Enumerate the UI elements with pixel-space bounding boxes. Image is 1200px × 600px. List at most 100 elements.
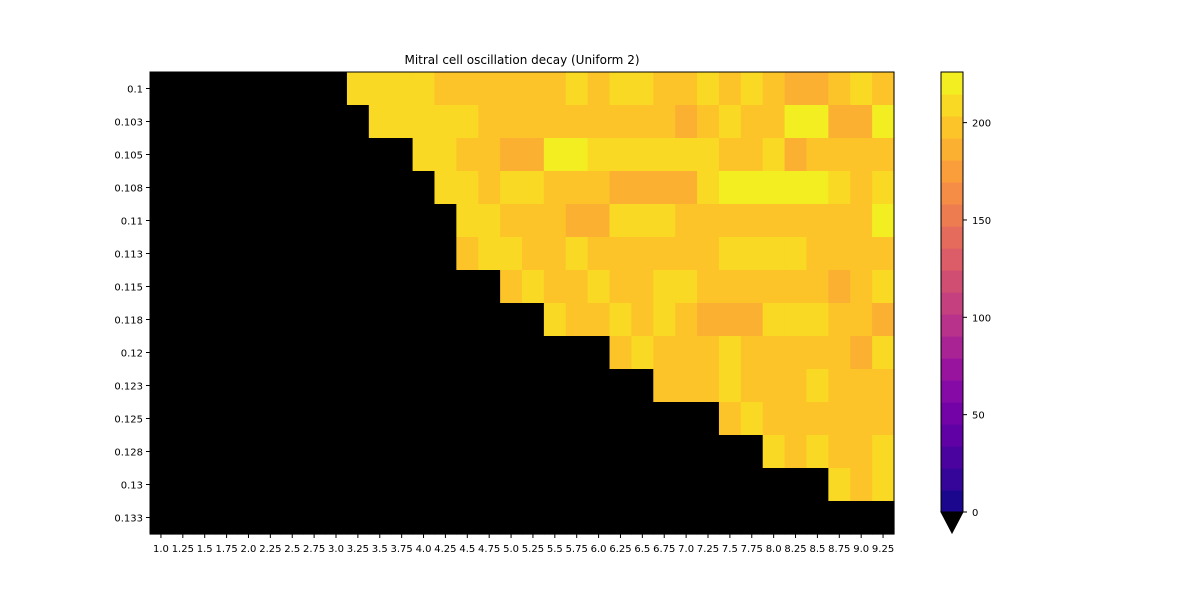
heatmap-cell [368, 237, 392, 271]
heatmap-cell [325, 501, 348, 535]
heatmap-cell [150, 468, 173, 502]
heatmap-cell [150, 336, 173, 370]
colorbar: 0 50 100 150 200 [940, 71, 991, 535]
x-tick-label: 4.75 [478, 544, 500, 555]
x-tick-label: 7.5 [722, 544, 738, 555]
heatmap-cell [828, 303, 851, 337]
heatmap-cell [193, 105, 217, 139]
heatmap-cell [150, 270, 173, 304]
heatmap-cell [237, 105, 261, 139]
heatmap-cell [171, 105, 195, 139]
heatmap-cell [150, 237, 173, 271]
heatmap-cell [150, 435, 173, 469]
heatmap-cell [303, 204, 326, 238]
heatmap-cell [718, 105, 742, 139]
heatmap-cell [609, 105, 633, 139]
heatmap-cell [740, 435, 764, 469]
colorbar-tick-label: 150 [972, 216, 991, 227]
heatmap-cell [281, 270, 304, 304]
heatmap-cell [543, 171, 567, 205]
heatmap-cell [434, 435, 457, 469]
heatmap-cell [171, 138, 195, 172]
heatmap-cell [828, 336, 851, 370]
heatmap-cell [850, 468, 873, 502]
heatmap-cell [740, 270, 764, 304]
heatmap-cell [653, 105, 676, 139]
heatmap-cell [718, 468, 742, 502]
heatmap-cell [434, 501, 457, 535]
heatmap-cell [434, 138, 457, 172]
heatmap-cell [675, 105, 698, 139]
heatmap-cell [193, 72, 217, 106]
heatmap-cell [631, 237, 654, 271]
heatmap-cell [346, 138, 370, 172]
heatmap-cell [653, 72, 676, 106]
heatmap-cell [368, 303, 392, 337]
heatmap-cell [718, 171, 742, 205]
x-tick-label: 2.0 [241, 544, 257, 555]
y-axis: 0.1 0.103 0.105 0.108 0.11 0.113 0.115 0.118 0.1… [114, 85, 150, 525]
x-tick-label: 6.5 [634, 544, 650, 555]
heatmap-cell [762, 204, 786, 238]
heatmap-cell [478, 501, 501, 535]
heatmap-cell [171, 303, 195, 337]
y-tick-label: 0.108 [114, 184, 143, 195]
heatmap-cell [740, 72, 764, 106]
heatmap-cell [412, 72, 436, 106]
heatmap-cell [215, 237, 239, 271]
heatmap-cell [150, 72, 173, 106]
colorbar-segment [941, 468, 963, 491]
heatmap-cell [522, 435, 545, 469]
heatmap-cell [478, 468, 501, 502]
heatmap-cell [697, 105, 720, 139]
heatmap-cell [412, 237, 436, 271]
heatmap-cell [478, 72, 501, 106]
heatmap-cell [456, 237, 479, 271]
heatmap-cell [784, 303, 808, 337]
heatmap-cell [456, 468, 479, 502]
heatmap-cell [697, 72, 720, 106]
heatmap-cell [171, 468, 195, 502]
x-tick-label: 1.5 [197, 544, 213, 555]
heatmap-cell [762, 105, 786, 139]
x-tick-label: 8.0 [766, 544, 782, 555]
colorbar-segment [941, 424, 963, 447]
heatmap-cell [193, 336, 217, 370]
x-tick-label: 2.25 [259, 544, 281, 555]
x-tick-label: 5.0 [503, 544, 519, 555]
heatmap-cell [259, 270, 282, 304]
heatmap-cell [215, 501, 239, 535]
heatmap-cell [412, 336, 436, 370]
heatmap-cell [368, 171, 392, 205]
heatmap-cell [718, 72, 742, 106]
heatmap-cell [281, 72, 304, 106]
heatmap-cell [850, 237, 873, 271]
heatmap-cell [653, 369, 676, 403]
heatmap-cell [281, 171, 304, 205]
heatmap-cell [806, 105, 829, 139]
heatmap-cell [806, 468, 829, 502]
heatmap-cell [697, 237, 720, 271]
heatmap-cell [609, 138, 633, 172]
heatmap-cell [587, 303, 611, 337]
colorbar-tick-label: 50 [972, 411, 985, 422]
heatmap-cell [609, 369, 633, 403]
heatmap-cell [237, 72, 261, 106]
heatmap-cell [718, 237, 742, 271]
heatmap-cell [522, 138, 545, 172]
heatmap-cell [193, 204, 217, 238]
heatmap-cell [587, 501, 611, 535]
heatmap-cell [697, 138, 720, 172]
colorbar-tick-label: 100 [972, 313, 991, 324]
x-tick-label: 1.0 [153, 544, 169, 555]
heatmap-cell [522, 72, 545, 106]
heatmap-cell [565, 468, 589, 502]
x-tick-label: 3.5 [372, 544, 388, 555]
heatmap-cell [456, 138, 479, 172]
colorbar-segment [941, 336, 963, 359]
x-tick-label: 9.25 [872, 544, 894, 555]
x-tick-label: 4.0 [416, 544, 432, 555]
heatmap-cell [543, 138, 567, 172]
heatmap-cell [762, 270, 786, 304]
heatmap-cell [587, 369, 611, 403]
